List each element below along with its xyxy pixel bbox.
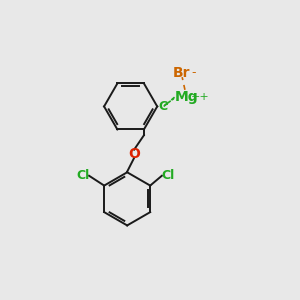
Text: Mg: Mg xyxy=(174,90,198,104)
Text: C: C xyxy=(158,100,167,113)
Text: O: O xyxy=(128,147,140,161)
Text: Br: Br xyxy=(172,66,190,80)
Text: -: - xyxy=(164,98,168,111)
Text: -: - xyxy=(191,67,196,80)
Text: ++: ++ xyxy=(191,92,210,102)
Text: Cl: Cl xyxy=(77,169,90,182)
Text: Cl: Cl xyxy=(161,169,174,182)
